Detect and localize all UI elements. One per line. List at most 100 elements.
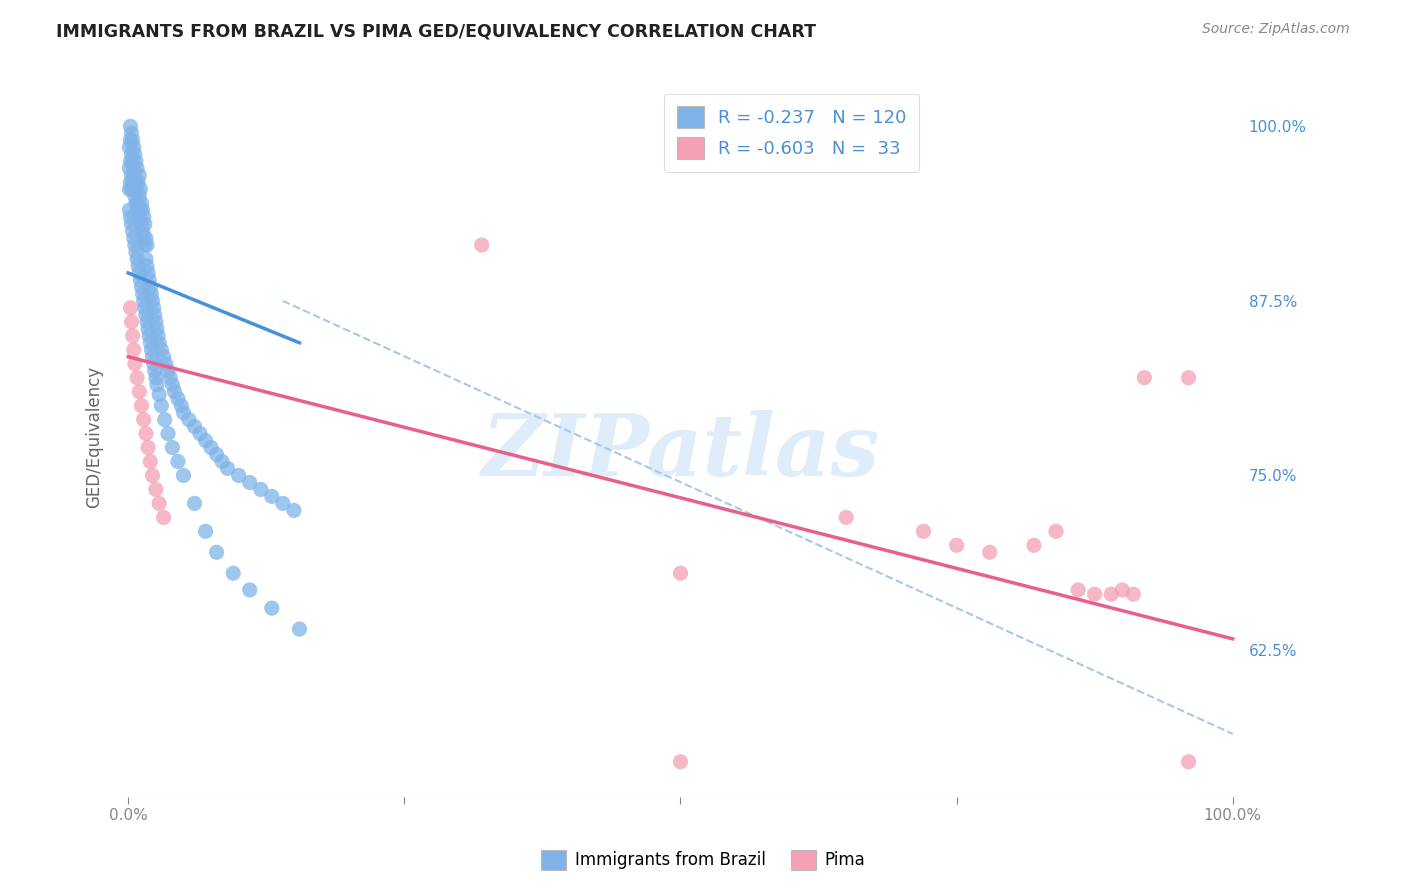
Point [131, 286, 153, 301]
Point [139, 280, 162, 294]
Point [124, 147, 146, 161]
Point [121, 224, 143, 238]
Point [159, 370, 181, 384]
Point [152, 350, 174, 364]
Point [131, 280, 153, 294]
Point [128, 210, 150, 224]
Point [145, 370, 167, 384]
Point [122, 140, 145, 154]
Point [1022, 538, 1045, 552]
Point [136, 259, 159, 273]
Text: IMMIGRANTS FROM BRAZIL VS PIMA GED/EQUIVALENCY CORRELATION CHART: IMMIGRANTS FROM BRAZIL VS PIMA GED/EQUIV… [56, 22, 817, 40]
Point [146, 377, 169, 392]
Point [128, 168, 150, 182]
Point [131, 203, 153, 218]
Point [150, 343, 173, 357]
Point [121, 182, 143, 196]
Point [145, 315, 167, 329]
Point [120, 175, 142, 189]
Point [239, 475, 262, 490]
Text: Source: ZipAtlas.com: Source: ZipAtlas.com [1202, 22, 1350, 37]
Point [288, 622, 311, 636]
Point [122, 161, 145, 176]
Text: ZIPatlas: ZIPatlas [481, 409, 880, 493]
Point [121, 217, 143, 231]
Point [1177, 755, 1199, 769]
Point [124, 189, 146, 203]
Point [142, 357, 165, 371]
Point [125, 196, 148, 211]
Point [125, 245, 148, 260]
Point [146, 328, 169, 343]
Point [121, 126, 143, 140]
Point [172, 468, 194, 483]
Point [471, 238, 494, 252]
Point [260, 601, 283, 615]
Point [143, 364, 166, 378]
Point [239, 582, 262, 597]
Point [134, 238, 156, 252]
Point [1045, 524, 1067, 539]
Point [132, 210, 155, 224]
Point [205, 545, 228, 559]
Point [141, 343, 163, 357]
Point [121, 328, 143, 343]
Point [118, 203, 141, 218]
Point [141, 293, 163, 308]
Point [167, 392, 190, 406]
Point [167, 454, 190, 468]
Legend: Immigrants from Brazil, Pima: Immigrants from Brazil, Pima [534, 843, 872, 877]
Point [183, 419, 205, 434]
Point [134, 217, 156, 231]
Point [141, 350, 163, 364]
Point [124, 168, 146, 182]
Point [1084, 587, 1107, 601]
Point [121, 175, 143, 189]
Point [132, 293, 155, 308]
Point [128, 266, 150, 280]
Point [170, 399, 193, 413]
Point [122, 231, 145, 245]
Point [125, 154, 148, 169]
Point [129, 273, 152, 287]
Point [945, 538, 967, 552]
Point [211, 454, 233, 468]
Point [118, 140, 141, 154]
Point [139, 454, 162, 468]
Point [135, 231, 157, 245]
Point [136, 322, 159, 336]
Point [148, 387, 170, 401]
Point [145, 483, 167, 497]
Point [200, 441, 222, 455]
Y-axis label: GED/Equivalency: GED/Equivalency [86, 366, 103, 508]
Point [669, 755, 692, 769]
Point [129, 203, 152, 218]
Point [1067, 582, 1090, 597]
Point [162, 377, 184, 392]
Point [217, 461, 239, 475]
Point [155, 357, 177, 371]
Point [135, 426, 157, 441]
Point [125, 175, 148, 189]
Point [120, 301, 142, 315]
Point [121, 154, 143, 169]
Point [120, 210, 142, 224]
Point [143, 308, 166, 322]
Point [124, 238, 146, 252]
Point [128, 189, 150, 203]
Point [120, 120, 142, 134]
Point [183, 496, 205, 510]
Point [228, 468, 250, 483]
Point [1111, 582, 1133, 597]
Point [120, 154, 142, 169]
Point [127, 259, 149, 273]
Point [122, 343, 145, 357]
Point [125, 370, 148, 384]
Point [125, 252, 148, 266]
Point [669, 566, 692, 581]
Point [136, 315, 159, 329]
Point [162, 441, 184, 455]
Point [271, 496, 294, 510]
Point [156, 364, 179, 378]
Point [138, 273, 160, 287]
